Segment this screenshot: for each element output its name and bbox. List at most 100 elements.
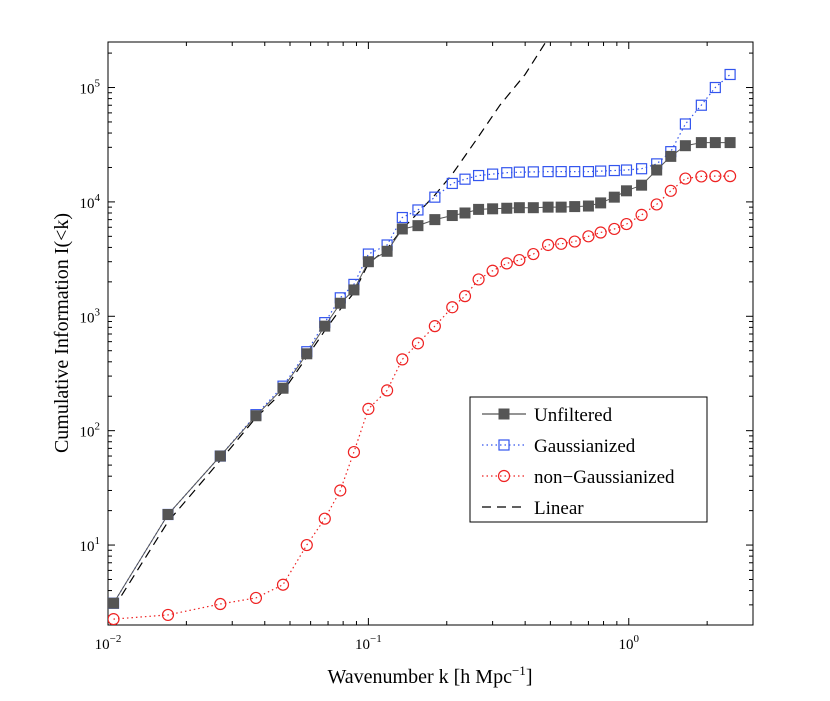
- data-point-unfiltered: [429, 214, 441, 226]
- data-point-non-gaussianized: [527, 247, 540, 261]
- data-point-unfiltered: [319, 320, 331, 332]
- legend: Unfiltered Gaussianized non−Gaussianized Li…: [469, 396, 708, 523]
- data-point-gaussianized: [501, 167, 513, 179]
- data-point-unfiltered: [513, 202, 525, 214]
- data-point-unfiltered: [620, 185, 632, 197]
- data-point-non-gaussianized: [300, 538, 313, 552]
- y-tick-label: 102: [80, 421, 101, 441]
- data-point-non-gaussianized: [594, 226, 607, 239]
- data-point-gaussianized: [569, 166, 581, 178]
- data-point-unfiltered: [555, 201, 567, 213]
- data-point-gaussianized: [542, 166, 554, 178]
- data-point-unfiltered: [473, 203, 485, 215]
- x-axis-label: Wavenumber k [h Mpc−1]: [328, 663, 533, 688]
- data-point-unfiltered: [651, 164, 663, 176]
- data-point-non-gaussianized: [513, 253, 526, 267]
- data-point-non-gaussianized: [108, 613, 120, 625]
- y-tick-label: 104: [80, 192, 101, 212]
- series-layer: [108, 42, 737, 625]
- legend-entry-unfiltered: Unfiltered: [482, 405, 613, 426]
- data-point-non-gaussianized: [472, 273, 485, 286]
- data-point-unfiltered: [334, 297, 346, 309]
- x-tick-label: 10−2: [95, 633, 122, 653]
- legend-marker-unfiltered: [498, 408, 510, 420]
- data-point-gaussianized: [527, 166, 539, 178]
- data-point-gaussianized: [635, 163, 648, 175]
- data-point-unfiltered: [214, 450, 226, 462]
- data-point-unfiltered: [527, 202, 539, 214]
- data-point-unfiltered: [608, 191, 620, 203]
- data-point-non-gaussianized: [347, 445, 361, 459]
- data-point-gaussianized: [620, 164, 633, 176]
- data-point-unfiltered: [487, 203, 499, 215]
- data-point-non-gaussianized: [486, 264, 499, 277]
- data-point-non-gaussianized: [635, 208, 648, 221]
- data-point-unfiltered: [446, 210, 458, 222]
- x-tick-label: 10−1: [355, 633, 382, 653]
- data-point-unfiltered: [724, 137, 736, 149]
- data-point-non-gaussianized: [664, 184, 677, 197]
- legend-marker-gaussianized: [498, 439, 510, 451]
- data-point-non-gaussianized: [608, 222, 621, 236]
- data-point-gaussianized: [695, 99, 707, 111]
- data-point-non-gaussianized: [276, 578, 290, 591]
- data-point-gaussianized: [487, 168, 499, 180]
- data-point-non-gaussianized: [362, 402, 375, 415]
- data-point-gaussianized: [472, 169, 485, 182]
- legend-entry-linear: Linear: [482, 498, 584, 519]
- series-line-non-gaussianized: [113, 175, 731, 620]
- data-point-gaussianized: [412, 204, 424, 216]
- data-point-non-gaussianized: [695, 170, 708, 183]
- data-point-gaussianized: [396, 211, 408, 224]
- data-point-gaussianized: [709, 81, 721, 94]
- data-point-gaussianized: [595, 165, 607, 177]
- data-point-gaussianized: [446, 177, 458, 190]
- series-unfiltered: [108, 137, 736, 609]
- data-point-non-gaussianized: [568, 235, 581, 248]
- data-point-unfiltered: [665, 150, 677, 162]
- x-tick-label: 100: [619, 633, 640, 653]
- data-point-gaussianized: [582, 166, 595, 178]
- data-point-unfiltered: [459, 207, 471, 219]
- data-point-unfiltered: [501, 202, 513, 214]
- data-point-non-gaussianized: [411, 337, 425, 350]
- data-point-unfiltered: [679, 140, 691, 152]
- legend-entry-non-gaussianized: non−Gaussianized: [482, 467, 675, 488]
- data-point-unfiltered: [362, 256, 374, 268]
- data-point-non-gaussianized: [620, 217, 633, 231]
- data-point-non-gaussianized: [334, 484, 347, 497]
- data-point-non-gaussianized: [555, 237, 568, 250]
- data-point-unfiltered: [108, 597, 120, 609]
- y-tick-label: 101: [80, 535, 101, 555]
- data-point-unfiltered: [695, 137, 707, 149]
- plot-area: [107, 41, 754, 626]
- legend-marker-non-gaussianized: [497, 469, 511, 483]
- data-point-unfiltered: [162, 508, 174, 520]
- data-point-non-gaussianized: [582, 230, 595, 243]
- data-point-non-gaussianized: [396, 353, 409, 366]
- data-point-unfiltered: [348, 284, 360, 296]
- data-point-unfiltered: [381, 245, 393, 257]
- data-point-non-gaussianized: [161, 608, 175, 622]
- data-point-non-gaussianized: [500, 257, 513, 270]
- data-point-non-gaussianized: [318, 512, 331, 525]
- data-point-unfiltered: [396, 223, 408, 235]
- data-point-non-gaussianized: [380, 384, 394, 397]
- axis-ticks: [107, 42, 754, 626]
- data-point-non-gaussianized: [458, 290, 472, 303]
- data-point-non-gaussianized: [709, 170, 722, 183]
- data-point-unfiltered: [277, 382, 289, 394]
- data-point-unfiltered: [582, 200, 594, 212]
- data-point-non-gaussianized: [428, 320, 441, 333]
- data-point-unfiltered: [542, 201, 554, 213]
- series-non-gaussianized: [108, 170, 737, 625]
- data-point-unfiltered: [412, 220, 424, 232]
- legend-label-linear: Linear: [534, 498, 584, 519]
- data-point-unfiltered: [595, 197, 607, 209]
- data-point-gaussianized: [679, 118, 691, 130]
- data-point-non-gaussianized: [679, 172, 692, 185]
- legend-label-gaussianized: Gaussianized: [534, 436, 636, 457]
- data-point-gaussianized: [608, 164, 620, 177]
- y-axis-label: Cumulative Information I(<k): [51, 213, 73, 453]
